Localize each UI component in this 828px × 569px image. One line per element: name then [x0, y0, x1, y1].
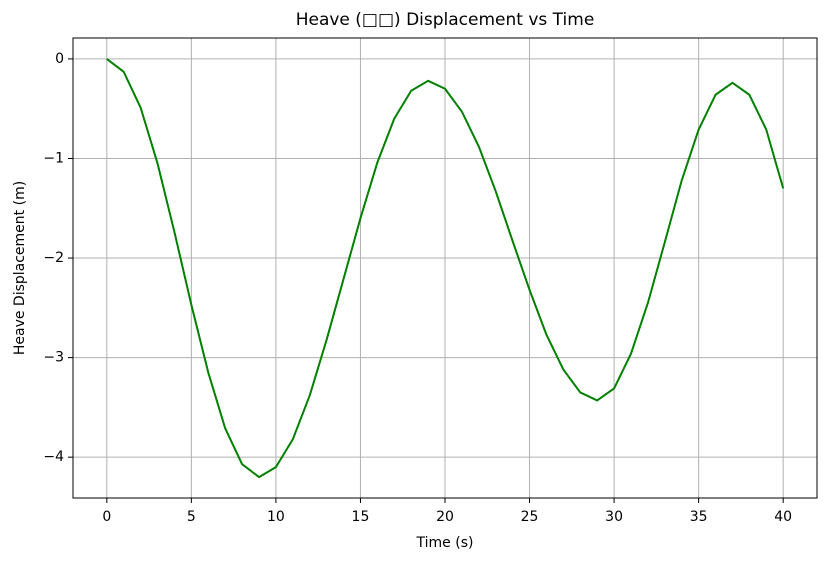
- x-axis-label: Time (s): [416, 535, 474, 551]
- x-tick-label: 15: [352, 509, 370, 525]
- chart-title: Heave (□□) Displacement vs Time: [296, 10, 595, 30]
- plot-frame: [72, 37, 818, 499]
- x-tick-label: 30: [605, 509, 623, 525]
- x-tick-label: 10: [267, 509, 285, 525]
- x-tick-label: 0: [102, 509, 111, 525]
- x-tick-label: 5: [187, 509, 196, 525]
- y-tick-label: 0: [55, 51, 64, 67]
- x-tick-label: 25: [521, 509, 539, 525]
- x-tick-label: 35: [690, 509, 708, 525]
- y-axis-label: Heave Displacement (m): [12, 181, 28, 355]
- y-tick-label: −4: [43, 449, 64, 465]
- y-tick-label: −3: [43, 350, 64, 366]
- y-tick-label: −2: [43, 250, 64, 266]
- x-tick-label: 40: [774, 509, 792, 525]
- data-line: [106, 58, 785, 479]
- y-tick-label: −1: [43, 150, 64, 166]
- x-tick-label: 20: [436, 509, 454, 525]
